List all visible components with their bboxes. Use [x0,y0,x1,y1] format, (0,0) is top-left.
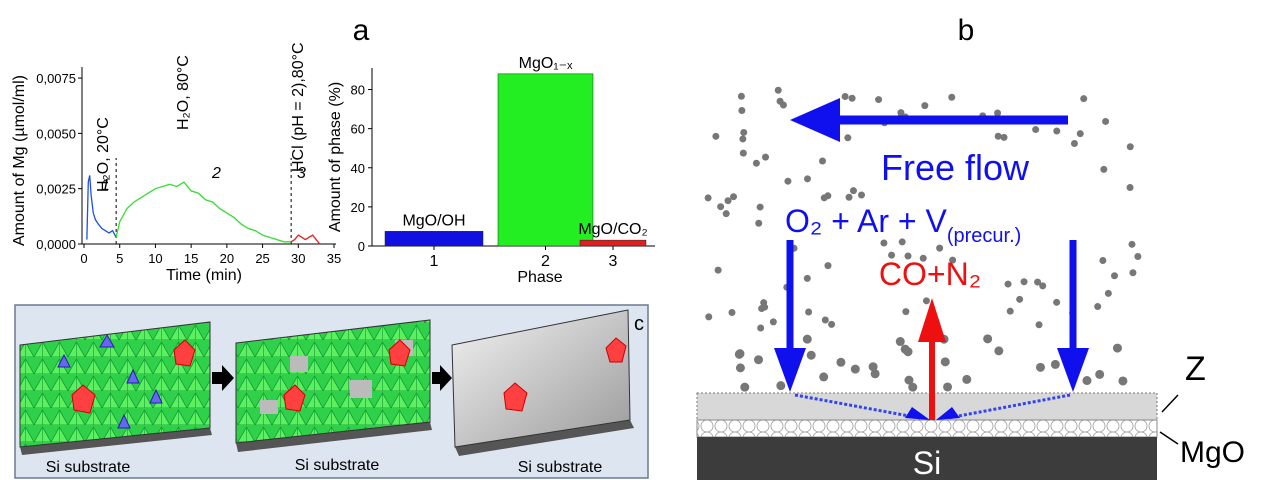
flow-label: Free flow [881,147,1030,188]
x-tick-label: 1 [430,253,439,270]
si-label: Si [913,445,941,480]
y-tick-label: 80 [351,83,365,98]
annotation: HCl (pH = 2),80°C [290,42,307,172]
y-tick-label: 0,0075 [36,71,76,86]
gas-subscript: (precur.) [947,225,1021,247]
mgo-label: MgO [1180,436,1245,469]
phase-number: 3 [297,165,306,182]
bar [580,240,646,246]
panel-label: b [958,14,975,47]
x-tick-label: 20 [220,251,234,266]
panel-label: c [634,313,644,335]
x-tick-label: 30 [291,251,305,266]
bar [385,231,483,246]
y-axis-label: Amount of Mg (µmol/ml) [11,75,28,246]
y-tick-label: 0,0025 [36,182,76,197]
figure: Si substrate Si substrate Si substrate a… [0,0,1279,480]
x-tick-label: 35 [327,251,341,266]
phase-number: 1 [101,177,110,194]
x-tick-label: 10 [148,251,162,266]
x-tick-label: 0 [80,251,87,266]
x-axis-label: Phase [517,269,562,286]
x-tick-label: 15 [184,251,198,266]
y-axis-label: Amount of phase (%) [327,82,344,232]
y-tick-label: 0,0000 [36,237,76,252]
z-layer [697,393,1157,420]
mgo-layer [697,420,1157,437]
gas-text: O₂ + Ar + V [785,203,947,239]
x-axis-label: Time (min) [166,267,242,284]
substrate-label: Si substrate [46,459,131,476]
y-tick-label: 20 [351,200,365,215]
line-series [291,235,320,244]
product-label: CO+N₂ [879,256,981,292]
y-tick-label: 0 [358,239,365,254]
y-tick-label: 40 [351,161,365,176]
z-label: Z [1185,350,1206,388]
x-tick-label: 2 [541,253,550,270]
bar-label: MgO/OH [402,212,465,229]
bar-label: MgO/CO₂ [578,221,647,238]
panel-label: a [353,14,370,47]
x-tick-label: 25 [255,251,269,266]
bar-label: MgO₁₋ₓ [519,55,574,72]
line-series [116,182,291,242]
annotation: H₂O, 80°C [175,55,192,130]
substrate-label: Si substrate [295,457,380,474]
phase-number: 2 [211,165,221,182]
substrate-label: Si substrate [518,459,603,476]
y-tick-label: 0,0050 [36,126,76,141]
x-tick-label: 3 [609,253,618,270]
y-tick-label: 60 [351,122,365,137]
x-tick-label: 5 [116,251,123,266]
